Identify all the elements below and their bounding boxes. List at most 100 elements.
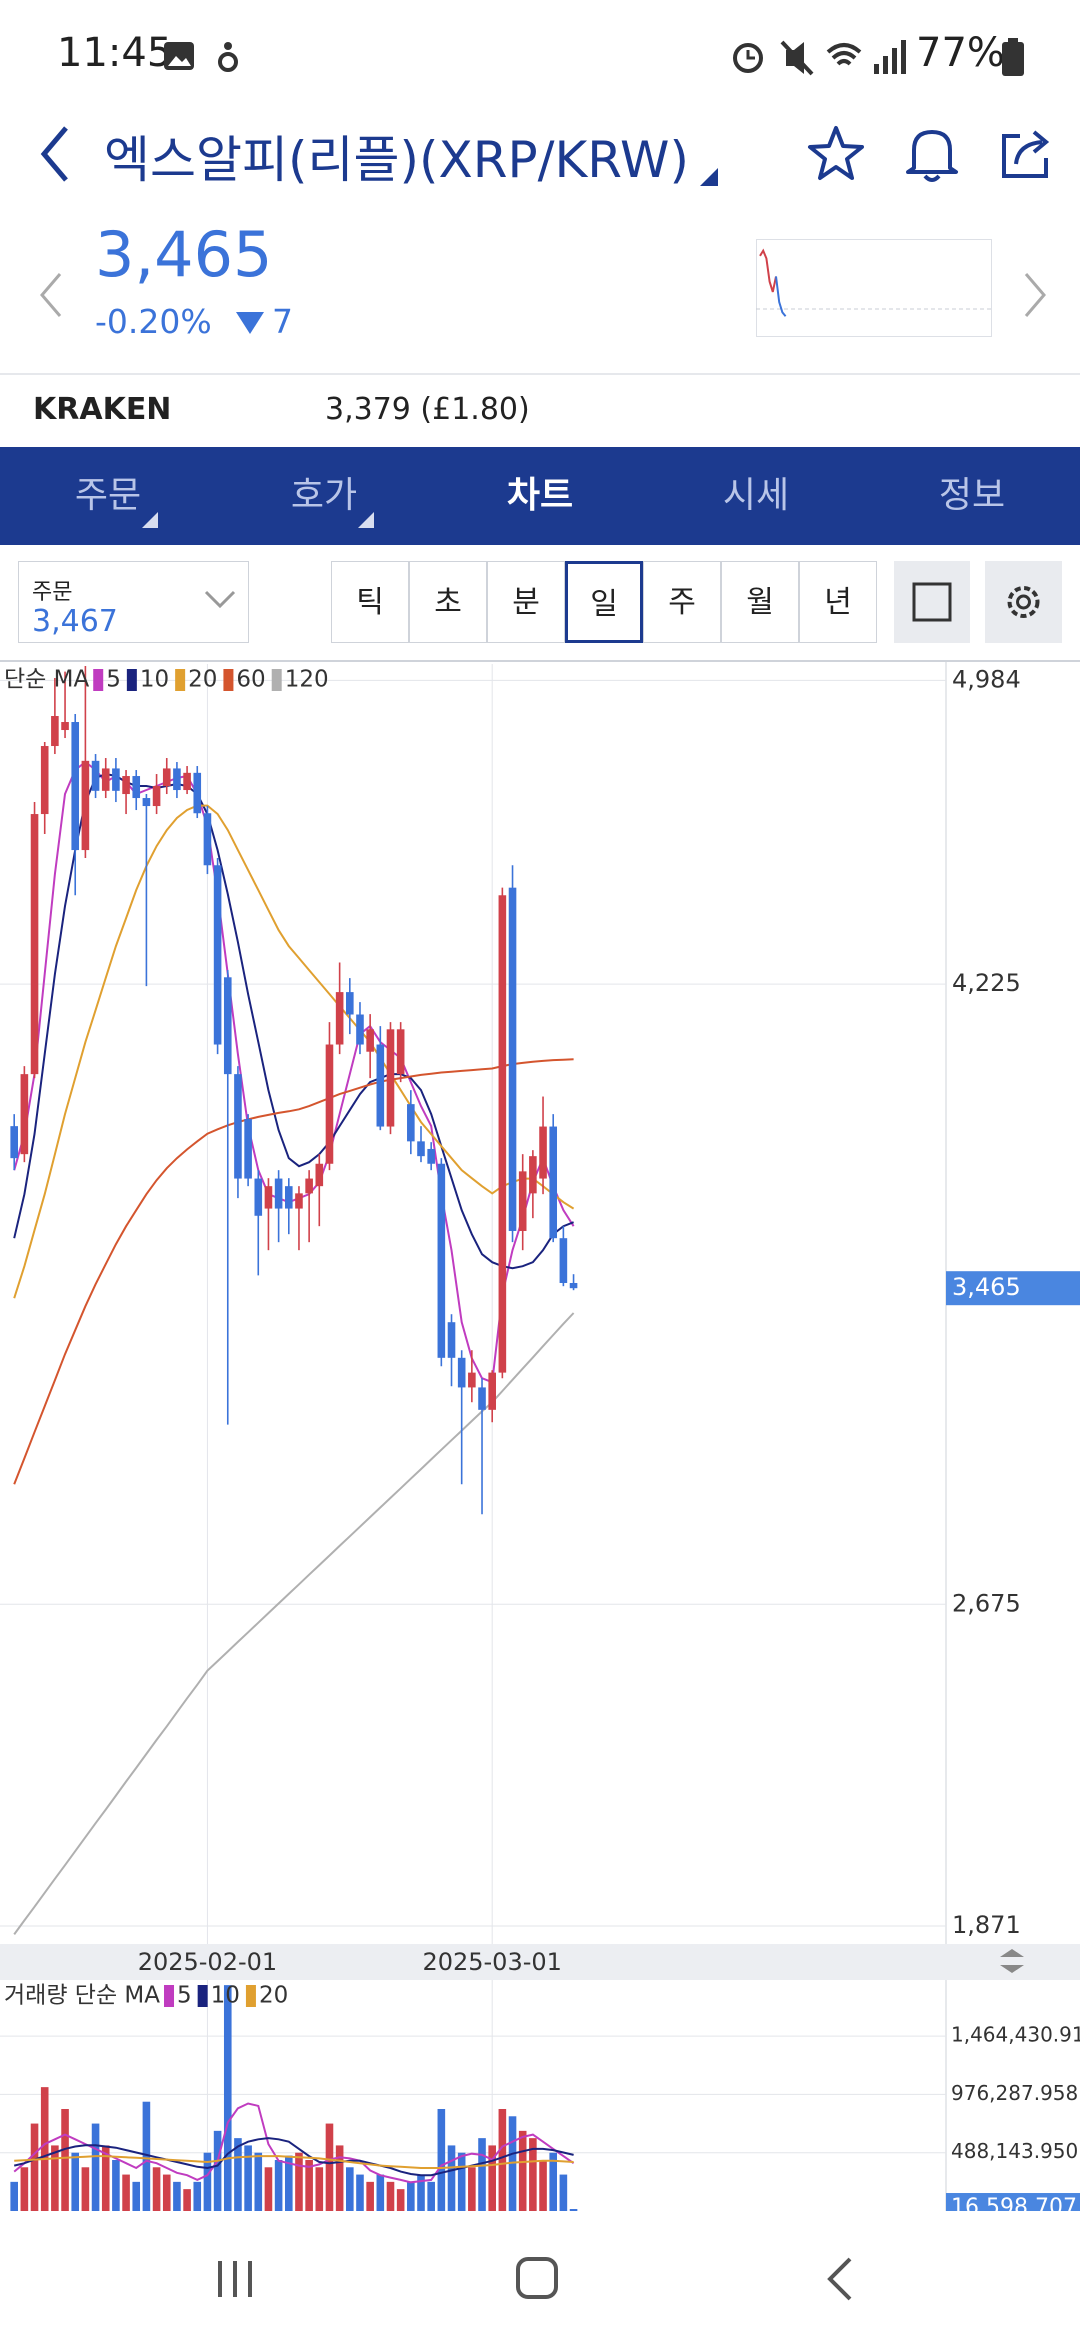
candle-body — [203, 813, 212, 866]
candle-body — [437, 1163, 446, 1358]
candle-body — [244, 1118, 252, 1179]
candle-body — [518, 1171, 527, 1231]
candle-body — [346, 992, 354, 1015]
candle-body — [335, 992, 344, 1045]
favorite-button[interactable] — [806, 124, 866, 184]
candle-body — [447, 1322, 456, 1358]
date-axis-strip — [0, 1944, 1080, 1980]
volume-bar — [274, 2159, 283, 2211]
candle-body — [40, 746, 49, 815]
layout-button[interactable] — [894, 561, 970, 643]
candle-body — [183, 772, 191, 791]
volume-bar — [315, 2167, 324, 2211]
candle-body — [254, 1178, 263, 1216]
interval-button[interactable]: 년 — [799, 561, 877, 643]
candle-body — [274, 1178, 283, 1209]
candle-body — [529, 1156, 537, 1194]
candle-body — [325, 1044, 334, 1164]
tab-marker — [358, 512, 374, 528]
volume-bar — [396, 2189, 405, 2211]
nav-home[interactable] — [516, 2257, 558, 2299]
volume-marker-label: 16,598.707 — [951, 2195, 1077, 2211]
volume-bar — [20, 2167, 29, 2211]
order-select-value: 3,467 — [32, 604, 118, 639]
volume-bar — [40, 2087, 49, 2211]
tab[interactable]: 정보 — [938, 475, 1006, 516]
volume-bar — [457, 2152, 466, 2211]
volume-bar — [488, 2145, 496, 2211]
interval-button[interactable]: 틱 — [331, 561, 409, 643]
panel-resize-handle[interactable] — [1000, 1949, 1024, 1973]
volume-bar — [254, 2152, 263, 2211]
legend-swatch — [175, 669, 186, 691]
candle-body — [30, 814, 39, 1075]
volume-bar — [61, 2108, 69, 2211]
title-dropdown[interactable] — [698, 166, 720, 188]
price-marker-label: 3,465 — [952, 1273, 1021, 1301]
back-button[interactable] — [36, 124, 76, 184]
y-tick-label: 1,871 — [952, 1911, 1021, 1939]
candle-body — [295, 1193, 303, 1209]
candle-body — [234, 1074, 242, 1179]
candle-body — [569, 1282, 578, 1289]
volume-bar — [244, 2145, 252, 2211]
candle-body — [193, 772, 202, 814]
tab[interactable]: 호가 — [290, 475, 358, 516]
exchange-price: 3,379 (£1.80) — [325, 392, 530, 427]
next-button[interactable] — [1020, 270, 1050, 320]
y-tick-label: 976,287.958 — [951, 2081, 1078, 2105]
volume-bar — [203, 2152, 212, 2211]
interval-button[interactable]: 주 — [643, 561, 721, 643]
volume-bar — [152, 2167, 161, 2211]
volume-bar — [223, 1985, 232, 2211]
candle-body — [20, 1074, 29, 1155]
status-icons-right — [733, 40, 906, 76]
volume-bar — [447, 2145, 456, 2211]
header-title[interactable]: 엑스알피(리플)(XRP/KRW) — [104, 131, 689, 189]
volume-bar — [91, 2123, 100, 2211]
x-tick-label: 2025-03-01 — [422, 1948, 561, 1976]
settings-button[interactable] — [985, 561, 1062, 643]
volume-bar — [407, 2181, 415, 2211]
legend-label: 5 — [106, 667, 121, 693]
legend-label: 10 — [140, 667, 169, 693]
volume-bar — [518, 2130, 527, 2211]
candle-body — [508, 887, 517, 1231]
candle-body — [284, 1186, 293, 1209]
alert-button[interactable] — [902, 122, 962, 186]
legend-swatch — [271, 669, 282, 691]
sparkline — [756, 239, 992, 337]
candle-body — [457, 1357, 466, 1388]
volume-bar — [325, 2123, 334, 2211]
share-button[interactable] — [996, 122, 1056, 184]
nav-back[interactable] — [827, 2257, 852, 2301]
volume-bar — [10, 2181, 18, 2211]
volume-bar — [30, 2123, 39, 2211]
volume-bar — [183, 2189, 191, 2211]
y-tick-label: 1,464,430.918 — [951, 2023, 1080, 2047]
nav-recent[interactable] — [218, 2261, 252, 2297]
prev-button[interactable] — [36, 270, 66, 320]
candle-body — [71, 722, 80, 851]
volume-bar — [559, 2174, 568, 2211]
order-select[interactable] — [18, 561, 249, 643]
ma-line — [13, 760, 575, 1384]
tab-active[interactable]: 차트 — [506, 475, 574, 516]
interval-button[interactable]: 분 — [487, 561, 565, 643]
candle-body — [417, 1141, 425, 1157]
candle-body — [366, 1029, 374, 1052]
legend-swatch — [223, 669, 234, 691]
legend-label: 10 — [211, 1983, 240, 2009]
volume-bar — [112, 2159, 120, 2211]
volume-bar — [173, 2181, 181, 2211]
price-panel — [0, 664, 946, 1944]
interval-button-active[interactable]: 일 — [565, 561, 643, 643]
interval-button[interactable]: 초 — [409, 561, 487, 643]
sparkline-line — [759, 248, 777, 293]
tab[interactable]: 시세 — [722, 475, 790, 516]
nav-bar — [0, 2211, 1080, 2340]
candle-body — [539, 1126, 547, 1179]
interval-button[interactable]: 월 — [721, 561, 799, 643]
tab[interactable]: 주문 — [74, 475, 142, 516]
